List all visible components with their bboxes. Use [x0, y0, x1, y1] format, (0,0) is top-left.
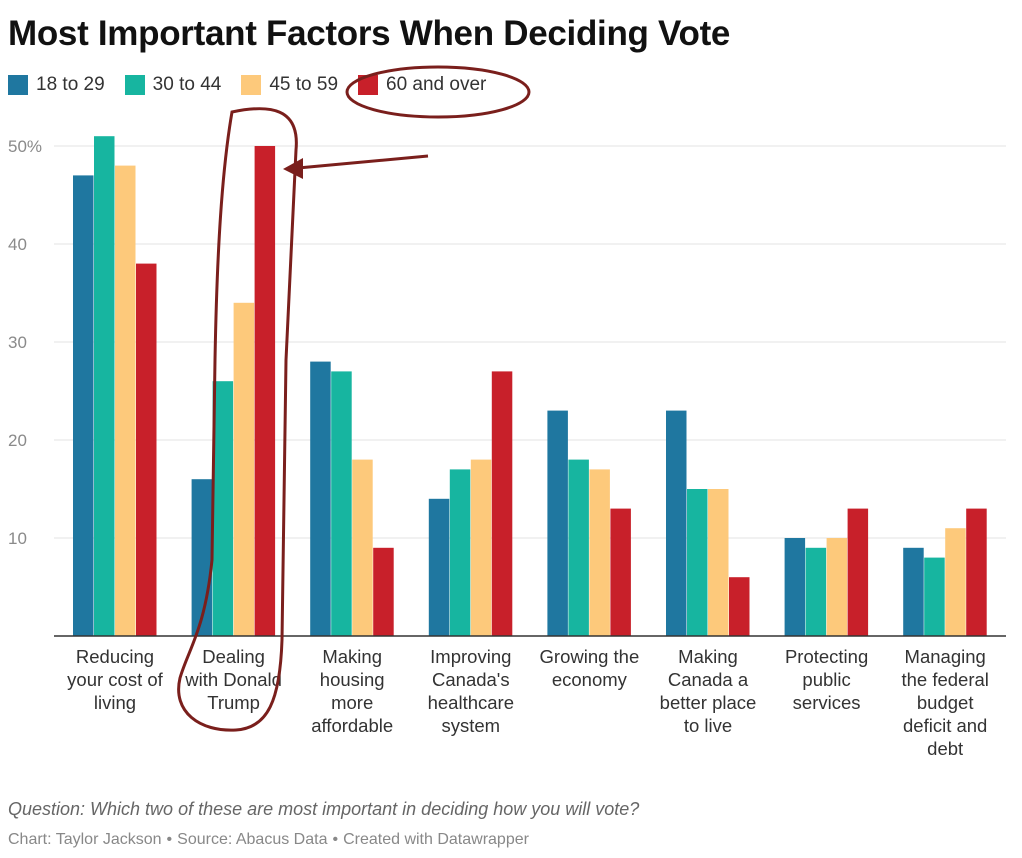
bar — [666, 410, 687, 636]
category-label-line: Growing the — [539, 646, 640, 667]
category-label: Protecting public services — [768, 645, 886, 714]
bar — [729, 577, 750, 636]
category-label: Dealing with Donald Trump — [175, 645, 293, 714]
category-label: Growing the economy — [530, 645, 648, 691]
bar — [94, 136, 115, 636]
category-label-line: system — [441, 715, 501, 736]
credit-separator: • — [166, 831, 173, 848]
category-label-line: more — [331, 692, 374, 713]
legend-item-45-to-59: 45 to 59 — [241, 74, 338, 96]
bar — [136, 263, 157, 636]
category-label-line: Dealing — [202, 646, 265, 667]
category-label-line: affordable — [311, 715, 394, 736]
category-label-line: Improving — [430, 646, 512, 667]
bar — [212, 381, 234, 636]
credit-separator: • — [332, 831, 339, 848]
y-tick-label: 10 — [8, 529, 27, 548]
bar — [547, 410, 568, 636]
category-label-line: public — [802, 669, 851, 690]
legend-item-30-to-44: 30 to 44 — [124, 74, 222, 96]
bar — [373, 547, 394, 636]
legend-label-45-to-59: 45 to 59 — [269, 74, 339, 95]
category-label-line: deficit and — [903, 715, 988, 736]
category-label-line: Canada's — [432, 669, 510, 690]
bar — [331, 371, 352, 636]
category-label-line: healthcare — [427, 692, 514, 713]
bar — [352, 459, 373, 636]
bar — [233, 302, 255, 636]
credit-source: Source: Abacus Data — [177, 831, 328, 848]
bar — [708, 489, 729, 636]
bar — [966, 508, 987, 636]
legend-swatch-18-to-29 — [8, 75, 28, 95]
bar — [610, 508, 631, 636]
bar — [254, 146, 276, 636]
category-label-line: Canada a — [667, 669, 749, 690]
category-label-line: housing — [319, 669, 385, 690]
y-tick-label: 40 — [8, 235, 27, 254]
category-label: Reducing your cost of living — [56, 645, 174, 714]
credits: Chart: Taylor Jackson • Source: Abacus Dat… — [8, 831, 529, 849]
category-label-line: Protecting — [784, 646, 869, 667]
category-label: Making Canada a better place to live — [649, 645, 767, 737]
bar — [568, 459, 589, 636]
category-label-line: services — [792, 692, 861, 713]
bar — [687, 489, 708, 636]
y-tick-label: 30 — [8, 333, 27, 352]
bar — [924, 557, 945, 636]
y-tick-label: 50% — [8, 137, 42, 156]
chart-title: Most Important Factors When Deciding Vot… — [8, 14, 731, 53]
category-label-line: living — [93, 692, 137, 713]
category-label-line: to live — [683, 715, 733, 736]
category-label-line: Managing — [904, 646, 986, 667]
legend-label-30-to-44: 30 to 44 — [152, 74, 222, 95]
bar — [903, 547, 924, 636]
y-tick-label: 20 — [8, 431, 27, 450]
category-label-line: Making — [678, 646, 738, 667]
bar — [191, 479, 213, 636]
bar — [491, 371, 513, 636]
category-label-line: the federal — [901, 669, 989, 690]
bar — [449, 469, 471, 636]
bar — [805, 547, 827, 636]
category-label-line: better place — [659, 692, 757, 713]
bar — [115, 165, 136, 636]
category-label: Managing the federal budget deficit and debt — [886, 645, 1004, 760]
bar — [784, 538, 806, 636]
credit-author: Chart: Taylor Jackson — [8, 831, 162, 848]
category-label-line: debt — [927, 738, 964, 759]
bar — [826, 538, 848, 636]
bar — [73, 175, 94, 636]
category-label: Improving Canada's healthcare system — [412, 645, 530, 737]
category-label-line: with Donald — [185, 669, 282, 690]
category-label: Making housing more affordable — [293, 645, 411, 737]
legend-swatch-30-to-44 — [124, 75, 145, 95]
credit-tool: Created with Datawrapper — [343, 831, 529, 848]
bar — [428, 498, 450, 636]
category-label-line: budget — [916, 692, 974, 713]
bar — [310, 361, 331, 636]
category-label-line: your cost of — [67, 669, 163, 690]
bar — [847, 508, 869, 636]
legend-item-18-to-29: 18 to 29 — [8, 74, 105, 96]
bar — [945, 528, 966, 636]
bar — [589, 469, 610, 636]
footnote: Question: Which two of these are most im… — [8, 799, 640, 819]
bar — [470, 459, 492, 636]
category-label-line: economy — [551, 669, 627, 690]
category-label-line: Reducing — [75, 646, 155, 667]
category-label-line: Trump — [207, 692, 260, 713]
legend-swatch-45-to-59 — [241, 75, 262, 95]
category-label-line: Making — [322, 646, 382, 667]
legend-label-18-to-29: 18 to 29 — [36, 74, 105, 95]
